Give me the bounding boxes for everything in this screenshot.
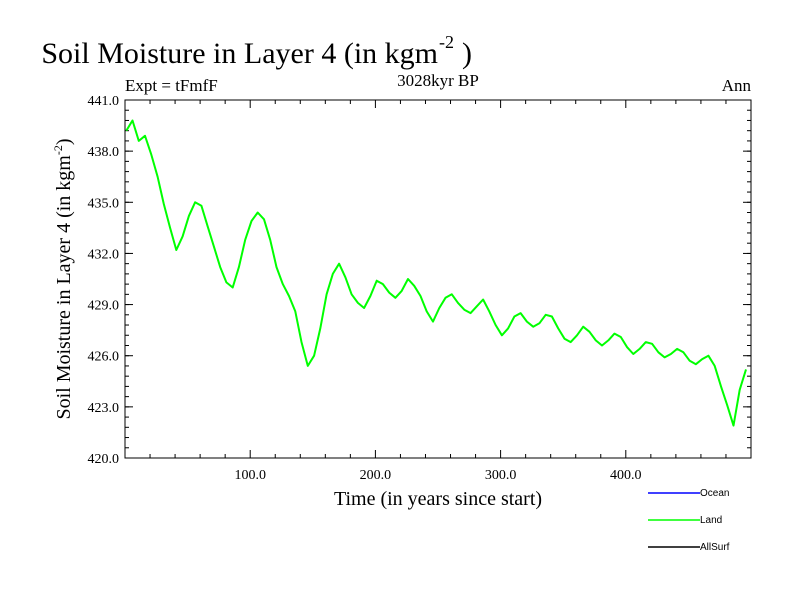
plot-frame	[124, 99, 752, 459]
y-axis: 420.0 423.0 426.0 429.0 432.0 435.0 438.0 441.0	[88, 94, 751, 467]
y-tick-label: 435.0	[88, 196, 120, 211]
y-tick-label: 426.0	[88, 350, 120, 365]
chart-title: Soil Moisture in Layer 4 (in kgm	[41, 37, 438, 70]
series-line-land	[125, 119, 747, 427]
chart-title-close: )	[462, 37, 472, 70]
y-tick-label: 441.0	[88, 94, 120, 109]
y-tick-label: 438.0	[88, 145, 120, 160]
y-axis-label: Soil Moisture in Layer 4 (in kgm-2)	[51, 138, 75, 419]
legend-label-ocean: Ocean	[700, 488, 729, 499]
x-axis: 100.0 200.0 300.0 400.0	[149, 100, 727, 483]
x-tick-label: 200.0	[360, 468, 392, 483]
x-tick-label: 300.0	[485, 468, 517, 483]
series-layer	[125, 119, 747, 427]
y-tick-label: 420.0	[88, 452, 120, 467]
chart-title-superscript: -2	[439, 32, 454, 52]
subtitle-left: Expt = tFmfF	[125, 76, 218, 95]
y-tick-label: 429.0	[88, 299, 120, 314]
subtitle-right: Ann	[722, 76, 752, 95]
legend-label-land: Land	[700, 515, 722, 526]
y-tick-label: 423.0	[88, 401, 120, 416]
y-axis-label-close: )	[53, 138, 75, 145]
y-tick-label: 432.0	[88, 247, 120, 262]
y-axis-label-text: Soil Moisture in Layer 4 (in kgm	[53, 155, 75, 420]
x-axis-label: Time (in years since start)	[334, 488, 542, 510]
svg-text:Soil Moisture in Layer 4 (in k: Soil Moisture in Layer 4 (in kgm-2)	[51, 138, 75, 419]
legend: Ocean Land AllSurf	[648, 488, 730, 553]
x-tick-label: 100.0	[234, 468, 266, 483]
legend-label-allsurf: AllSurf	[700, 542, 730, 553]
x-tick-label: 400.0	[610, 468, 642, 483]
y-axis-label-superscript: -2	[51, 145, 65, 155]
subtitle-center: 3028kyr BP	[397, 71, 479, 90]
